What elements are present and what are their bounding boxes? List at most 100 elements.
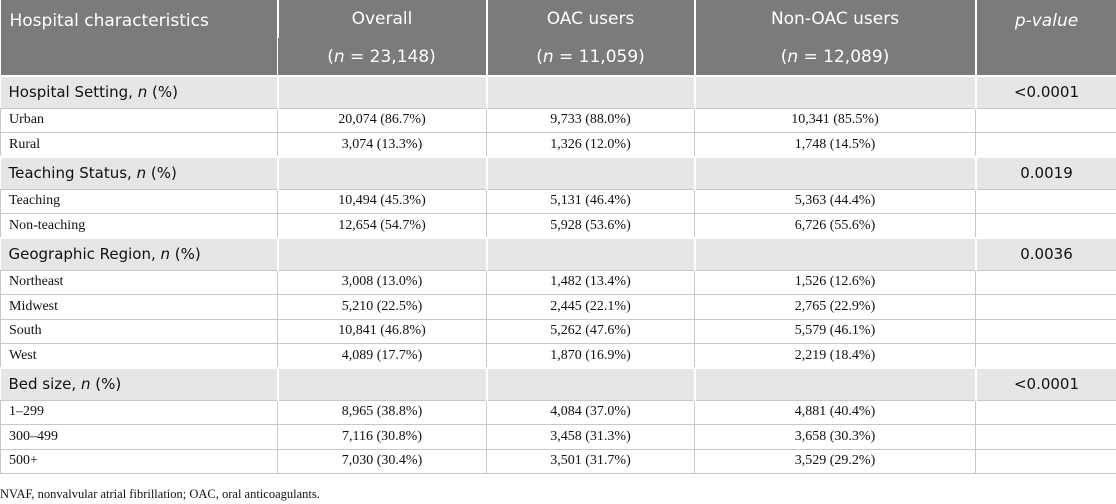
cell-oac-users: 1,326 (12.0%): [486, 132, 695, 158]
header-n-row: (n = 23,148) (n = 11,059) (n = 12,089): [1, 38, 1116, 76]
cell-non-oac-users: 1,748 (14.5%): [694, 132, 976, 158]
header-overall-n: (n = 23,148): [277, 38, 487, 76]
cell-overall: 8,965 (38.8%): [277, 399, 487, 425]
section-empty-cell: [693, 367, 976, 400]
cell-p-value-empty: [975, 424, 1116, 450]
row-label: 1–299: [0, 399, 278, 425]
cell-p-value-empty: [975, 132, 1116, 158]
cell-non-oac-users: 5,579 (46.1%): [694, 318, 976, 344]
cell-oac-users: 1,482 (13.4%): [486, 269, 695, 295]
section-title: Geographic Region, n (%): [0, 237, 278, 270]
cell-p-value-empty: [975, 294, 1116, 320]
cell-overall: 3,008 (13.0%): [277, 269, 487, 295]
section-row: Geographic Region, n (%) 0.0036: [0, 237, 1116, 270]
section-empty-cell: [693, 75, 976, 108]
table-row: Non-teaching 12,654 (54.7%) 5,928 (53.6%) 6…: [0, 213, 1116, 239]
row-label: Rural: [0, 132, 278, 158]
table-row: Rural 3,074 (13.3%) 1,326 (12.0%) 1,748 (14…: [0, 132, 1116, 158]
row-label: West: [0, 343, 278, 369]
header-non-oac-users: Non-OAC users: [693, 0, 976, 38]
cell-p-value-empty: [975, 343, 1116, 369]
table-row: 1–299 8,965 (38.8%) 4,084 (37.0%) 4,881 (40…: [0, 399, 1116, 425]
section-p-value: 0.0019: [974, 156, 1116, 189]
row-label: South: [0, 318, 278, 344]
cell-p-value-empty: [975, 107, 1116, 133]
section-empty-cell: [276, 237, 487, 270]
header-overall: Overall: [276, 0, 487, 38]
section-p-value: 0.0036: [974, 237, 1116, 270]
cell-overall: 3,074 (13.3%): [277, 132, 487, 158]
section-empty-cell: [276, 367, 487, 400]
cell-overall: 12,654 (54.7%): [277, 213, 487, 239]
cell-overall: 7,030 (30.4%): [277, 448, 487, 474]
row-label: Midwest: [0, 294, 278, 320]
cell-p-value-empty: [975, 188, 1116, 214]
section-title: Bed size, n (%): [0, 367, 278, 400]
section-p-value: <0.0001: [974, 367, 1116, 400]
section-empty-cell: [485, 156, 695, 189]
row-label: Northeast: [0, 269, 278, 295]
row-label: 300–499: [0, 424, 278, 450]
table-row: Midwest 5,210 (22.5%) 2,445 (22.1%) 2,765 (…: [0, 294, 1116, 320]
header-row: Hospital characteristics Overall OAC use…: [0, 0, 1116, 76]
section-title: Teaching Status, n (%): [0, 156, 278, 189]
section-empty-cell: [276, 75, 487, 108]
cell-oac-users: 3,458 (31.3%): [486, 424, 695, 450]
header-oac-n: (n = 11,059): [485, 38, 695, 76]
row-label: Non-teaching: [0, 213, 278, 239]
section-row: Teaching Status, n (%) 0.0019: [0, 156, 1116, 189]
cell-oac-users: 5,131 (46.4%): [486, 188, 695, 214]
cell-non-oac-users: 5,363 (44.4%): [694, 188, 976, 214]
table-row: 500+ 7,030 (30.4%) 3,501 (31.7%) 3,529 (29.…: [0, 448, 1116, 474]
cell-oac-users: 1,870 (16.9%): [486, 343, 695, 369]
section-row: Bed size, n (%) <0.0001: [0, 367, 1116, 400]
table-body: Hospital Setting, n (%) <0.0001 Urban 20,07…: [0, 75, 1116, 474]
section-empty-cell: [485, 367, 695, 400]
section-row: Hospital Setting, n (%) <0.0001: [0, 75, 1116, 108]
cell-oac-users: 5,928 (53.6%): [486, 213, 695, 239]
header-oac-users: OAC users: [485, 0, 695, 38]
cell-overall: 7,116 (30.8%): [277, 424, 487, 450]
cell-non-oac-users: 10,341 (85.5%): [694, 107, 976, 133]
table-row: Urban 20,074 (86.7%) 9,733 (88.0%) 10,341 (…: [0, 107, 1116, 133]
table-footnote: NVAF, nonvalvular atrial fibrillation; O…: [0, 487, 320, 501]
section-p-value: <0.0001: [974, 75, 1116, 108]
cell-oac-users: 9,733 (88.0%): [486, 107, 695, 133]
row-label: Teaching: [0, 188, 278, 214]
cell-non-oac-users: 3,529 (29.2%): [694, 448, 976, 474]
row-label: Urban: [0, 107, 278, 133]
section-empty-cell: [485, 237, 695, 270]
table-row: West 4,089 (17.7%) 1,870 (16.9%) 2,219 (18.…: [0, 343, 1116, 369]
cell-oac-users: 2,445 (22.1%): [486, 294, 695, 320]
cell-p-value-empty: [975, 399, 1116, 425]
section-title: Hospital Setting, n (%): [0, 75, 278, 108]
data-table: Hospital characteristics Overall OAC use…: [0, 0, 1116, 474]
cell-p-value-empty: [975, 318, 1116, 344]
section-empty-cell: [693, 156, 976, 189]
section-empty-cell: [693, 237, 976, 270]
table-row: South 10,841 (46.8%) 5,262 (47.6%) 5,579 (4…: [0, 318, 1116, 344]
cell-non-oac-users: 2,765 (22.9%): [694, 294, 976, 320]
cell-oac-users: 5,262 (47.6%): [486, 318, 695, 344]
cell-p-value-empty: [975, 269, 1116, 295]
cell-overall: 5,210 (22.5%): [277, 294, 487, 320]
cell-non-oac-users: 6,726 (55.6%): [694, 213, 976, 239]
header-hospital-characteristics: Hospital characteristics: [0, 0, 278, 76]
table-row: 300–499 7,116 (30.8%) 3,458 (31.3%) 3,658 (…: [0, 424, 1116, 450]
section-empty-cell: [276, 156, 487, 189]
cell-p-value-empty: [975, 448, 1116, 474]
cell-oac-users: 3,501 (31.7%): [486, 448, 695, 474]
section-empty-cell: [485, 75, 695, 108]
cell-non-oac-users: 1,526 (12.6%): [694, 269, 976, 295]
cell-p-value-empty: [975, 213, 1116, 239]
cell-overall: 10,841 (46.8%): [277, 318, 487, 344]
cell-overall: 20,074 (86.7%): [277, 107, 487, 133]
cell-non-oac-users: 4,881 (40.4%): [694, 399, 976, 425]
header-p-value: p-value: [974, 0, 1116, 76]
table-row: Teaching 10,494 (45.3%) 5,131 (46.4%) 5,363…: [0, 188, 1116, 214]
cell-oac-users: 4,084 (37.0%): [486, 399, 695, 425]
table-row: Northeast 3,008 (13.0%) 1,482 (13.4%) 1,526…: [0, 269, 1116, 295]
cell-non-oac-users: 3,658 (30.3%): [694, 424, 976, 450]
cell-overall: 4,089 (17.7%): [277, 343, 487, 369]
